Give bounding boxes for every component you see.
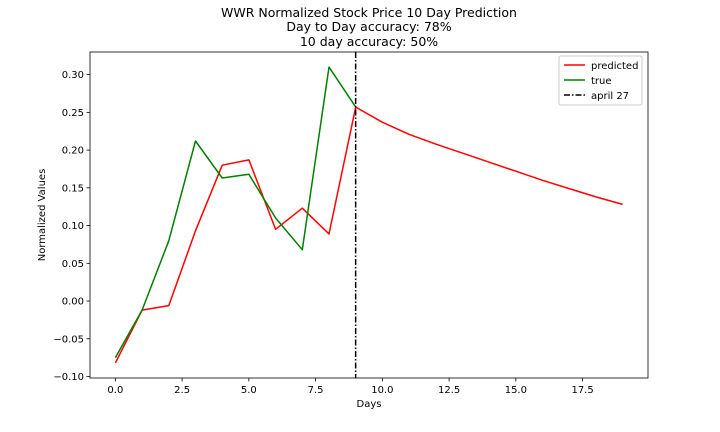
y-tick-label: 0.20 bbox=[62, 146, 84, 157]
x-tick-label: 10.0 bbox=[371, 385, 393, 396]
y-tick-label: 0.05 bbox=[62, 259, 84, 270]
legend-frame bbox=[558, 55, 643, 106]
y-axis-ticks: −0.10 −0.05 0.00 0.05 0.10 0.15 0.20 0.25 0.30 bbox=[53, 70, 90, 383]
y-tick-label: 0.30 bbox=[62, 70, 84, 81]
x-axis-ticks: 0.0 2.5 5.0 7.5 10.0 12.5 15.0 17.5 bbox=[107, 378, 594, 396]
legend-label-true: true bbox=[591, 76, 612, 87]
plot-frame bbox=[89, 51, 649, 379]
y-tick-label: −0.10 bbox=[53, 372, 84, 383]
chart-title: WWR Normalized Stock Price 10 Day Predic… bbox=[221, 5, 517, 49]
x-tick-label: 2.5 bbox=[174, 385, 190, 396]
x-axis-label: Days bbox=[357, 399, 382, 410]
y-tick-label: 0.00 bbox=[62, 297, 84, 308]
x-tick-label: 12.5 bbox=[438, 385, 460, 396]
legend: predicted true april 27 bbox=[558, 55, 643, 106]
chart-title-line-1: WWR Normalized Stock Price 10 Day Predic… bbox=[221, 5, 517, 20]
y-axis-label: Normalized Values bbox=[37, 169, 48, 262]
chart-title-line-3: 10 day accuracy: 50% bbox=[300, 34, 438, 49]
y-tick-label: −0.05 bbox=[53, 334, 84, 345]
x-tick-label: 17.5 bbox=[571, 385, 593, 396]
plot-area bbox=[114, 52, 623, 378]
y-tick-label: 0.10 bbox=[62, 221, 84, 232]
x-tick-label: 5.0 bbox=[241, 385, 257, 396]
y-tick-label: 0.25 bbox=[62, 108, 84, 119]
x-tick-label: 7.5 bbox=[308, 385, 324, 396]
x-tick-label: 0.0 bbox=[107, 385, 123, 396]
series-line-true bbox=[114, 66, 357, 358]
legend-label-predicted: predicted bbox=[591, 61, 638, 72]
series-line-predicted bbox=[114, 106, 623, 364]
legend-label-april-27: april 27 bbox=[591, 91, 629, 102]
chart-title-line-2: Day to Day accuracy: 78% bbox=[286, 19, 451, 34]
x-tick-label: 15.0 bbox=[505, 385, 527, 396]
y-tick-label: 0.15 bbox=[62, 183, 84, 194]
